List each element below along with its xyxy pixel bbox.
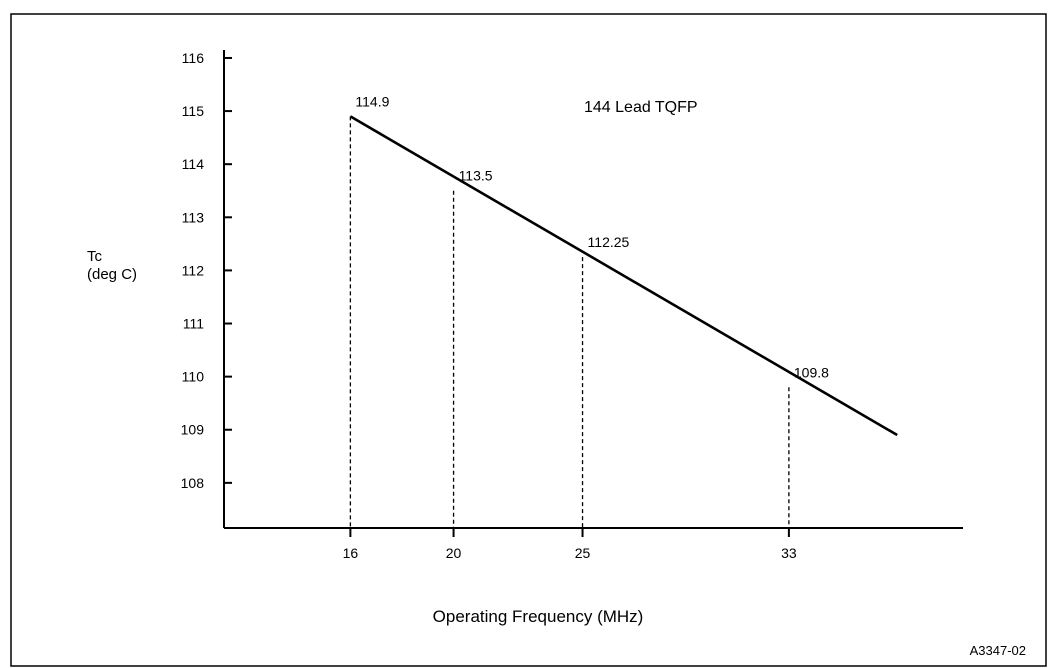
series-lines <box>349 115 898 437</box>
x-tick-label: 33 <box>781 545 797 561</box>
series-line <box>349 115 898 437</box>
x-tick-label: 25 <box>575 545 591 561</box>
point-labels: 114.9 113.5 112.25 109.8 <box>355 93 829 380</box>
x-tick-label: 20 <box>446 545 462 561</box>
chart-title: 144 Lead TQFP <box>584 99 698 116</box>
y-axis-ticks: 108 109 110 111 112 113 114 115 116 <box>181 50 232 491</box>
y-axis-label-line2: (deg C) <box>87 266 137 283</box>
y-tick-label: 114 <box>182 156 205 172</box>
data-label: 109.8 <box>794 364 829 380</box>
figure-frame <box>10 13 1047 667</box>
y-axis-label-line1: Tc <box>87 248 103 265</box>
y-tick-label: 116 <box>182 50 205 66</box>
x-axis-ticks: 16 20 25 33 <box>343 528 797 561</box>
y-tick-label: 110 <box>182 369 205 385</box>
x-axis-label: Operating Frequency (MHz) <box>433 607 644 626</box>
y-tick-label: 115 <box>182 103 205 119</box>
figure-id: A3347-02 <box>970 643 1026 658</box>
x-tick-label: 16 <box>343 545 359 561</box>
y-tick-label: 111 <box>183 316 204 332</box>
y-tick-label: 112 <box>182 262 205 278</box>
data-label: 112.25 <box>588 234 630 250</box>
data-label: 114.9 <box>355 93 389 109</box>
drop-lines <box>349 116 790 528</box>
y-tick-label: 108 <box>181 475 205 491</box>
y-tick-label: 109 <box>181 422 205 438</box>
data-label: 113.5 <box>459 168 493 184</box>
y-tick-label: 113 <box>182 209 205 225</box>
